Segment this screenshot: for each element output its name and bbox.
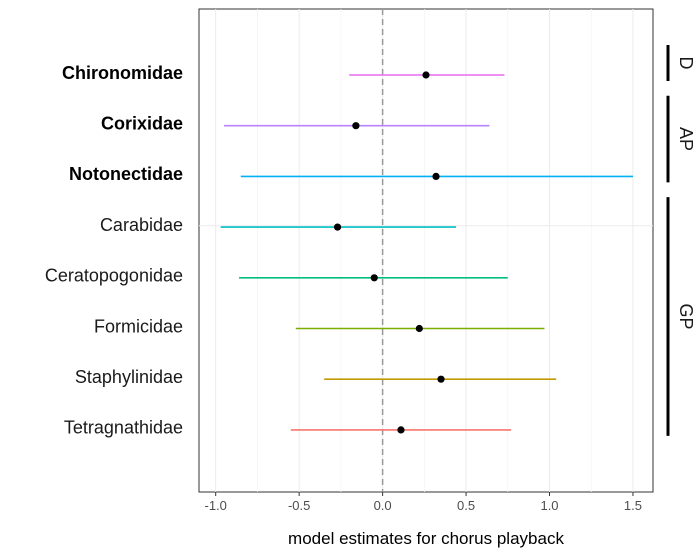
x-tick-label: 0.5	[457, 498, 475, 513]
category-labels: Chironomidae Corixidae Notonectidae Carabid…	[45, 63, 183, 438]
group-label-gp: GP	[676, 303, 696, 329]
estimate-point-chironomidae	[422, 71, 430, 79]
category-label-corixidae: Corixidae	[101, 113, 183, 133]
plot-panel	[198, 8, 654, 493]
estimate-point-notonectidae	[432, 172, 440, 180]
x-tick-label: 1.5	[624, 498, 642, 513]
x-tick-label: -1.0	[204, 498, 226, 513]
estimate-point-ceratopogonidae	[370, 274, 378, 282]
x-tick-label: -0.5	[288, 498, 310, 513]
group-brackets: D AP GP	[666, 45, 696, 436]
estimate-point-corixidae	[352, 122, 360, 130]
group-label-ap: AP	[676, 127, 696, 151]
estimate-series	[220, 71, 633, 434]
category-label-formicidae: Formicidae	[94, 316, 183, 336]
group-label-d: D	[676, 57, 696, 70]
category-label-chironomidae: Chironomidae	[62, 63, 183, 83]
estimate-point-formicidae	[415, 324, 423, 333]
estimate-point-carabidae	[333, 223, 342, 231]
x-axis-title: model estimates for chorus playback	[288, 529, 564, 548]
category-label-notonectidae: Notonectidae	[69, 164, 183, 184]
estimate-point-staphylinidae	[437, 375, 445, 383]
category-label-staphylinidae: Staphylinidae	[75, 367, 183, 387]
category-label-ceratopogonidae: Ceratopogonidae	[45, 266, 183, 286]
category-label-carabidae: Carabidae	[100, 215, 183, 235]
category-label-tetragnathidae: Tetragnathidae	[64, 418, 183, 438]
x-tick-label: 0.0	[374, 498, 392, 513]
estimate-point-tetragnathidae	[397, 426, 405, 434]
x-tick-label: 1.0	[540, 498, 558, 513]
x-axis-ticks: -1.0 -0.5 0.0 0.5 1.0 1.5	[204, 492, 642, 513]
